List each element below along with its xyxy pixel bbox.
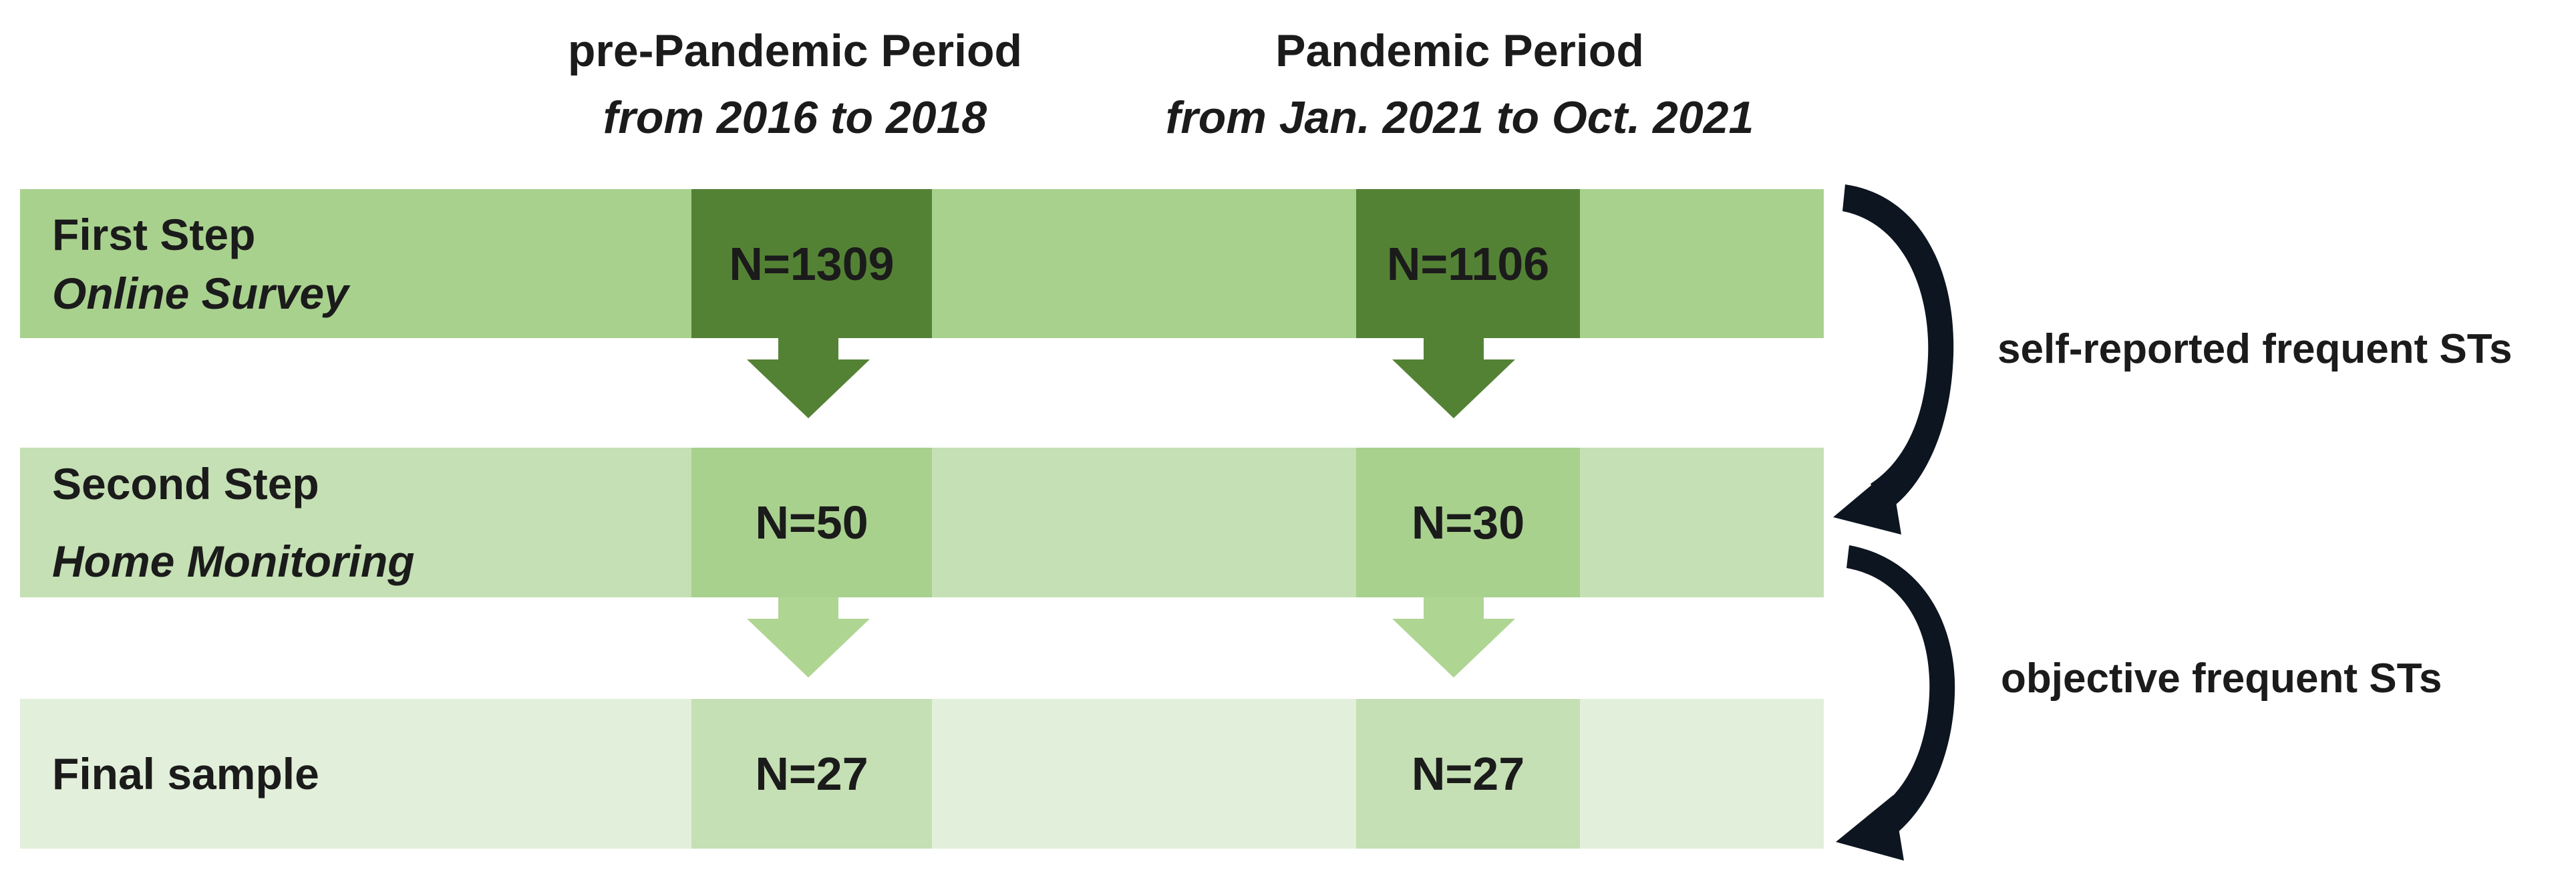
row-title: Final sample [52,749,319,798]
row-title: Second Step [52,459,319,508]
n-box-final-pandemic: N=27 [1356,699,1580,849]
curved-arrow-objective-icon [1836,545,1955,861]
row-subtitle: Home Monitoring [52,537,415,586]
period-header-dates: from Jan. 2021 to Oct. 2021 [1165,92,1754,143]
n-box-monitoring-pandemic: N=30 [1356,448,1580,597]
period-header-title: Pandemic Period [1275,25,1644,76]
down-arrow-light-icon [747,597,870,678]
period-header-pandemic: Pandemic Period from Jan. 2021 to Oct. 2… [1159,17,1760,151]
down-arrow-dark-icon [1392,338,1515,418]
annotation-objective: objective frequent STs [2001,655,2442,702]
down-arrow-light-icon [1392,597,1515,678]
period-header-prepandemic: pre-Pandemic Period from 2016 to 2018 [508,17,1082,151]
curved-arrow-self-reported-icon [1833,184,1954,535]
row-subtitle: Online Survey [52,268,349,318]
n-box-survey-prepandemic: N=1309 [691,189,932,338]
n-box-survey-pandemic: N=1106 [1356,189,1580,338]
period-header-dates: from 2016 to 2018 [603,92,987,143]
period-header-title: pre-Pandemic Period [567,25,1023,76]
n-box-final-prepandemic: N=27 [691,699,932,849]
row-title: First Step [52,209,256,259]
down-arrow-dark-icon [747,338,870,418]
n-box-monitoring-prepandemic: N=50 [691,448,932,597]
annotation-self-reported: self-reported frequent STs [1997,326,2513,372]
